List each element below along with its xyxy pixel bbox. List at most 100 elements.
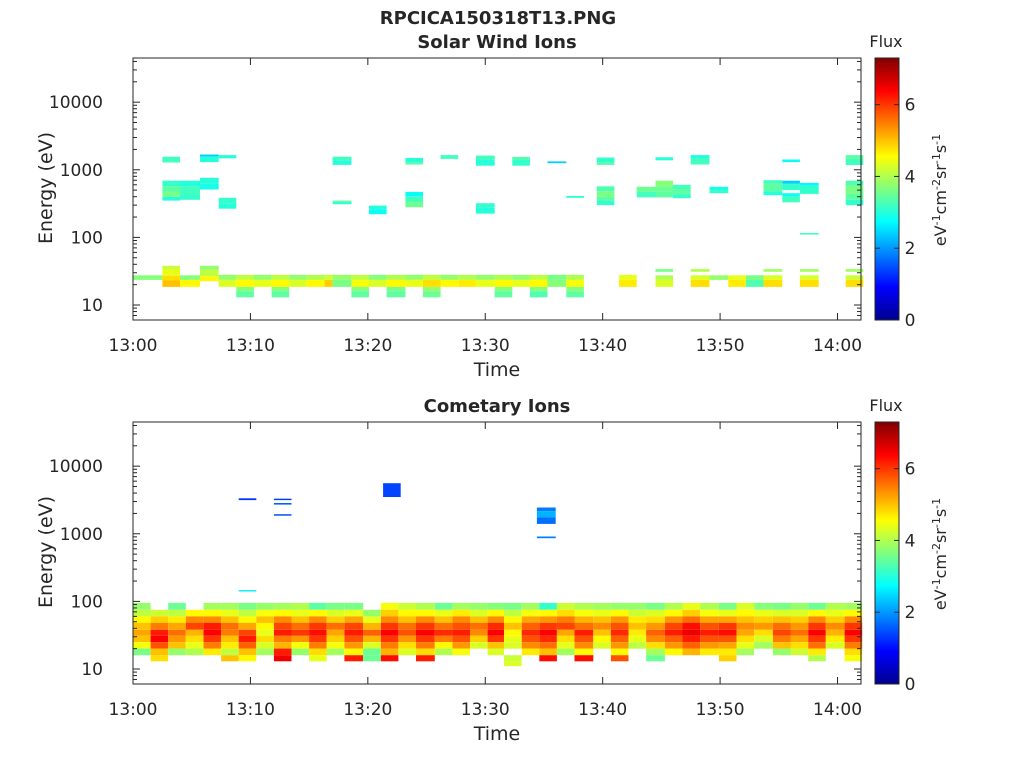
spectrogram-cell (844, 655, 863, 662)
colorbar-gradient (874, 421, 900, 685)
spectrogram-cell (380, 616, 399, 623)
colorbar-gradient (874, 57, 900, 321)
spectrogram-cell (256, 635, 274, 643)
y-tick-label: 10000 (49, 93, 103, 113)
spectrogram-cell (351, 279, 369, 287)
spectrogram-cell (825, 635, 845, 643)
spectrogram-cell (306, 279, 325, 287)
spectrogram-cell (596, 191, 615, 197)
x-tick-label: 13:00 (109, 336, 158, 356)
x-tick-label: 13:20 (343, 700, 392, 720)
spectrogram-cells (133, 154, 864, 298)
x-axis-ticks: 13:00 13:10 13:20 13:30 13:40 13:50 14:00 (109, 58, 862, 356)
spectrogram-cell (539, 602, 557, 610)
spectrogram-cell (416, 629, 435, 636)
spectrogram-cell (556, 622, 575, 630)
spectrogram-cell (273, 635, 292, 643)
spectrogram-cell (162, 269, 180, 276)
spectrogram-cell (470, 609, 488, 617)
spectrogram-cell (326, 616, 345, 623)
spectrogram-cell (754, 602, 773, 610)
spectrogram-cell (218, 155, 237, 159)
spectrogram-cell (180, 275, 200, 280)
spectrogram-cell (718, 616, 737, 623)
spectrogram-cell (133, 275, 163, 280)
spectrogram-cell (845, 158, 864, 165)
spectrogram-cell (150, 629, 169, 636)
spectrogram-cell (398, 635, 416, 643)
x-tick-label: 13:10 (226, 700, 275, 720)
x-tick-label: 13:10 (226, 336, 275, 356)
spectrogram-cell (363, 635, 381, 643)
spectrogram-cell (199, 154, 219, 157)
spectrogram-cell (596, 186, 615, 192)
spectrogram-cell (844, 616, 863, 623)
spectrogram-cell (416, 622, 435, 630)
spectrogram-cell (799, 275, 819, 280)
spectrogram-cell (452, 642, 470, 649)
colorbar-tick-label: 0 (905, 311, 916, 331)
spectrogram-cell (825, 642, 845, 649)
spectrogram-cell (150, 642, 169, 649)
spectrogram-cell (434, 629, 453, 636)
spectrogram-cell (763, 269, 783, 272)
spectrogram-cell (238, 642, 257, 649)
spectrogram-cell (655, 275, 674, 280)
spectrogram-cell (344, 635, 364, 643)
spectrogram-cell (203, 642, 222, 649)
spectrogram-cell (844, 609, 863, 617)
spectrogram-cell (799, 233, 819, 235)
spectrogram-cell (363, 609, 381, 617)
colorbar-unit-label: eV-1cm-2sr-1s-1 (930, 498, 951, 610)
spectrogram-cell (199, 269, 219, 277)
spectrogram-cell (369, 209, 387, 215)
spectrogram-cell (344, 642, 364, 649)
spectrogram-cell (363, 655, 381, 662)
spectrogram-cell (218, 274, 237, 280)
spectrogram-cell (452, 609, 470, 617)
spectrogram-cell (326, 642, 345, 649)
colorbar-tick-label: 6 (905, 460, 916, 480)
solar-wind-ions-panel: Solar Wind Ions 13:00 13:10 13:20 13:30 13:4… (35, 32, 950, 381)
spectrogram-cell (736, 635, 755, 643)
spectrogram-cell (309, 642, 327, 649)
spectrogram-cell (808, 602, 826, 610)
spectrogram-cell (253, 274, 272, 280)
y-axis-label: Energy (eV) (35, 132, 57, 244)
spectrogram-cell (434, 648, 453, 656)
spectrogram-cell (273, 498, 292, 501)
spectrogram-cell (291, 642, 310, 649)
spectrogram-cell (162, 186, 180, 192)
spectrogram-cell (628, 642, 647, 649)
spectrogram-cell (574, 642, 594, 649)
spectrogram-cell (470, 642, 488, 649)
spectrogram-cell (221, 602, 239, 610)
spectrogram-cell (326, 609, 345, 617)
spectrogram-cell (363, 648, 381, 656)
spectrogram-cell (574, 622, 594, 630)
spectrogram-cell (475, 274, 495, 280)
spectrogram-cell (221, 629, 239, 636)
spectrogram-cell (405, 279, 423, 287)
x-tick-label: 13:50 (696, 700, 745, 720)
spectrogram-cell (185, 629, 204, 636)
spectrogram-cell (782, 159, 800, 163)
colorbar-unit-label: eV-1cm-2sr-1s-1 (930, 134, 951, 246)
spectrogram-cell (845, 279, 864, 287)
spectrogram-cell (593, 622, 611, 630)
spectrogram-cell (566, 274, 584, 280)
spectrogram-cell (504, 655, 522, 662)
spectrogram-cell (718, 622, 737, 630)
spectrogram-cell (521, 616, 540, 623)
spectrogram-cell (536, 536, 556, 539)
spectrogram-cell (416, 655, 435, 662)
spectrogram-cell (536, 517, 556, 524)
spectrogram-cell (256, 648, 274, 656)
spectrogram-cell (487, 629, 504, 636)
spectrogram-cell (682, 642, 701, 649)
spectrogram-cell (512, 279, 530, 287)
spectrogram-cell (825, 609, 845, 617)
spectrogram-cell (808, 609, 826, 617)
spectrogram-cell (610, 622, 629, 630)
spectrogram-cell (199, 183, 219, 190)
